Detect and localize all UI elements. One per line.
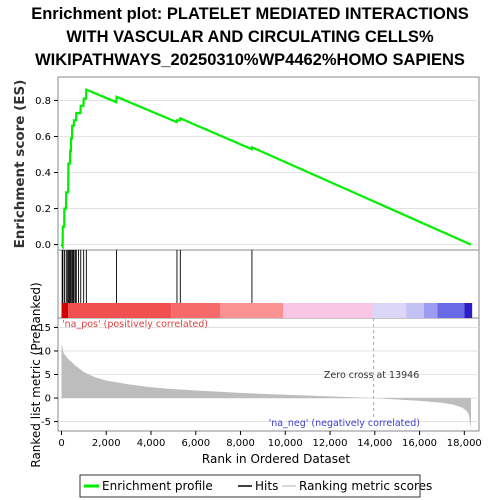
metric-y-tick-label: 5 bbox=[45, 370, 51, 381]
metric-y-tick-label: 10 bbox=[38, 346, 51, 357]
x-tick-label: 16,000 bbox=[402, 438, 437, 449]
chart-title-line-3: WIKIPATHWAYS_20250310%WP4462%HOMO SAPIEN… bbox=[35, 51, 465, 69]
metric-y-axis-label: Ranked list metric (PreRanked) bbox=[29, 282, 43, 467]
negative-correlation-label: 'na_neg' (negatively correlated) bbox=[269, 418, 420, 429]
es-y-axis-label: Enrichment score (ES) bbox=[12, 80, 28, 249]
positive-correlation-label: 'na_pos' (positively correlated) bbox=[62, 319, 208, 330]
legend-label-ranking-metric: Ranking metric scores bbox=[299, 479, 432, 493]
x-tick-label: 0 bbox=[58, 438, 64, 449]
metric-y-ticks: -5 0 5 10 15 bbox=[38, 323, 58, 428]
metric-y-tick-label: 0 bbox=[45, 394, 51, 405]
heatmap-segment bbox=[220, 303, 284, 318]
x-tick-label: 12,000 bbox=[313, 438, 348, 449]
rank-heatmap-bar bbox=[61, 303, 473, 318]
es-panel-frame bbox=[57, 76, 480, 251]
x-axis-ticks: 0 2,000 4,000 6,000 8,000 10,000 12,000 14,000 1… bbox=[58, 431, 482, 449]
heatmap-segment bbox=[171, 303, 221, 318]
legend: Enrichment profile Hits Ranking metric s… bbox=[79, 474, 432, 498]
heatmap-segment bbox=[68, 303, 172, 318]
heatmap-segment bbox=[424, 303, 438, 318]
x-tick-label: 14,000 bbox=[357, 438, 392, 449]
hit-markers bbox=[61, 250, 253, 303]
x-tick-label: 8,000 bbox=[226, 438, 255, 449]
legend-label-hits: Hits bbox=[255, 479, 278, 493]
heatmap-segment bbox=[437, 303, 465, 318]
enrichment-profile-line bbox=[60, 87, 472, 251]
metric-y-tick-label: -5 bbox=[41, 417, 51, 428]
chart-title-line-2: WITH VASCULAR AND CIRCULATING CELLS% bbox=[66, 28, 434, 46]
x-tick-label: 10,000 bbox=[268, 438, 303, 449]
x-tick-label: 6,000 bbox=[181, 438, 210, 449]
es-y-tick-label: 0.0 bbox=[35, 240, 51, 251]
legend-label-enrichment-profile: Enrichment profile bbox=[102, 479, 213, 493]
heatmap-segment bbox=[283, 303, 373, 318]
x-axis-label: Rank in Ordered Dataset bbox=[202, 452, 350, 466]
es-y-tick-label: 0.8 bbox=[35, 96, 51, 107]
x-tick-label: 18,000 bbox=[447, 438, 482, 449]
heatmap-segment bbox=[61, 303, 69, 318]
x-tick-label: 4,000 bbox=[137, 438, 166, 449]
es-y-tick-label: 0.4 bbox=[35, 168, 51, 179]
heatmap-segment bbox=[372, 303, 407, 318]
x-tick-label: 2,000 bbox=[92, 438, 121, 449]
es-y-tick-label: 0.6 bbox=[35, 132, 51, 143]
es-gridlines bbox=[58, 100, 479, 245]
chart-title-line-1: Enrichment plot: PLATELET MEDIATED INTER… bbox=[31, 5, 469, 23]
es-y-tick-label: 0.2 bbox=[35, 204, 51, 215]
metric-gridlines bbox=[58, 327, 479, 422]
zero-cross-annotation: Zero cross at 13946 bbox=[324, 370, 419, 381]
heatmap-segment bbox=[406, 303, 425, 318]
metric-y-tick-label: 15 bbox=[38, 323, 51, 334]
heatmap-segment bbox=[464, 303, 473, 318]
es-y-ticks: 0.0 0.2 0.4 0.6 0.8 bbox=[35, 96, 58, 251]
